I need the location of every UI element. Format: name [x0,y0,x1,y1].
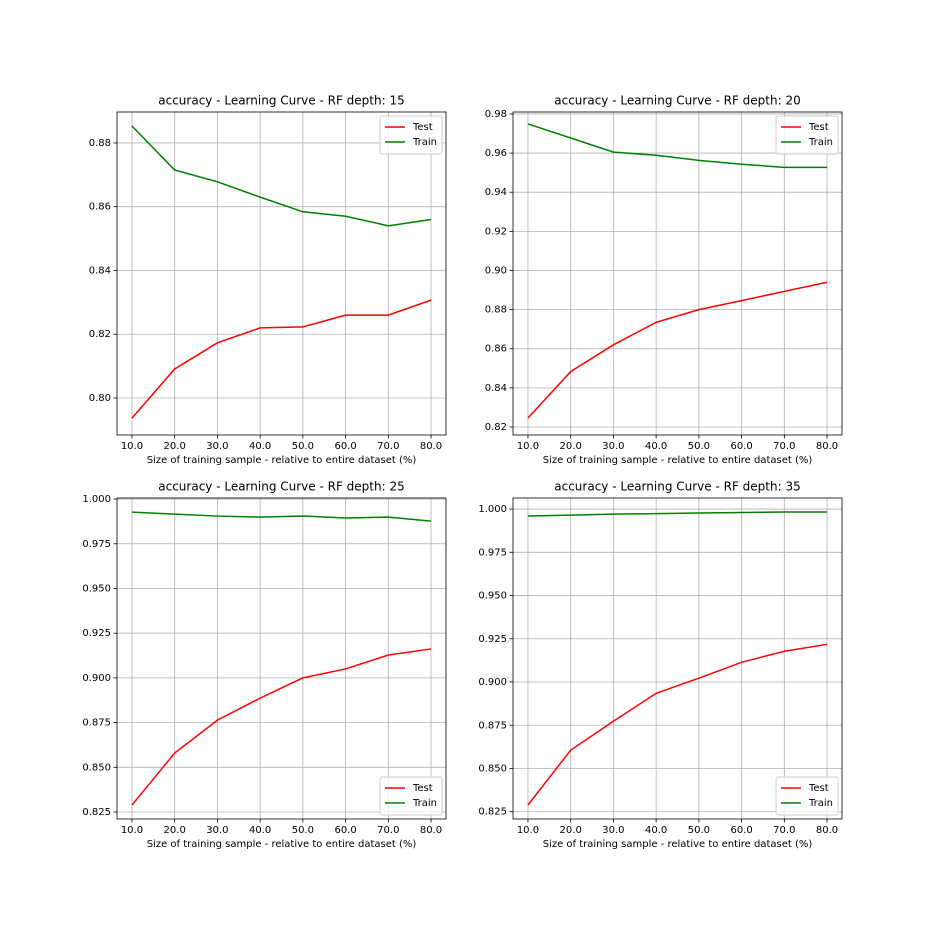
y-tick-label: 1.000 [478,504,507,515]
legend-box [379,115,443,155]
y-tick-label: 0.84 [89,265,111,276]
series-line [131,299,432,419]
chart-title: accuracy - Learning Curve - RF depth: 25 [158,480,404,494]
x-tick-label: 30.0 [602,825,624,836]
x-tick-label: 20.0 [164,825,186,836]
x-tick-label: 70.0 [773,441,795,452]
x-tick-label: 30.0 [206,441,228,452]
legend-label: Test [808,783,829,794]
x-tick-label: 10.0 [121,441,143,452]
series-line [527,123,828,169]
x-tick-label: 70.0 [377,441,399,452]
axes-frame [512,111,843,436]
x-tick-label: 60.0 [334,441,356,452]
y-tick-label: 0.875 [82,718,111,729]
y-tick-label: 0.80 [89,393,111,404]
chart-title: accuracy - Learning Curve - RF depth: 15 [158,94,404,108]
y-tick-label: 0.950 [478,591,507,602]
legend-box [379,776,443,816]
plot-area [513,498,842,819]
y-tick-label: 0.925 [478,634,507,645]
x-axis-label: Size of training sample - relative to en… [147,455,417,466]
x-tick-label: 20.0 [560,441,582,452]
y-tick-label: 0.82 [89,329,111,340]
chart-title: accuracy - Learning Curve - RF depth: 35 [554,480,800,494]
y-tick-label: 0.825 [82,807,111,818]
series-line [527,511,828,517]
x-tick-label: 10.0 [121,825,143,836]
y-tick-label: 0.86 [89,202,111,213]
y-tick-label: 0.975 [478,547,507,558]
x-tick-label: 30.0 [206,825,228,836]
chart-title: accuracy - Learning Curve - RF depth: 20 [554,94,800,108]
legend-label: Test [412,122,433,133]
legend-box [775,776,839,816]
x-tick-label: 80.0 [420,441,442,452]
x-tick-label: 70.0 [773,825,795,836]
legend-label: Test [412,783,433,794]
x-tick-label: 60.0 [730,825,752,836]
x-tick-label: 10.0 [517,825,539,836]
plot-area [117,112,446,435]
axes-frame [512,497,843,820]
y-tick-label: 0.900 [478,677,507,688]
x-tick-label: 40.0 [645,825,667,836]
y-tick-label: 0.86 [485,344,507,355]
y-tick-label: 0.975 [82,539,111,550]
x-tick-label: 40.0 [249,441,271,452]
y-tick-label: 0.96 [485,148,507,159]
series-line [131,125,432,227]
x-axis-label: Size of training sample - relative to en… [543,455,813,466]
x-tick-label: 50.0 [688,825,710,836]
y-tick-label: 0.850 [82,762,111,773]
x-axis-label: Size of training sample - relative to en… [543,839,813,850]
y-tick-label: 0.84 [485,383,507,394]
x-tick-label: 10.0 [517,441,539,452]
y-tick-label: 0.925 [82,628,111,639]
x-tick-label: 50.0 [688,441,710,452]
x-tick-label: 80.0 [816,441,838,452]
y-tick-label: 0.92 [485,226,507,237]
legend-label: Test [808,122,829,133]
series-line [131,511,432,522]
x-axis-label: Size of training sample - relative to en… [147,839,417,850]
axes-frame [116,111,447,436]
legend-label: Train [412,798,437,809]
x-tick-label: 30.0 [602,441,624,452]
legend-label: Train [412,137,437,148]
x-tick-label: 60.0 [730,441,752,452]
x-tick-label: 80.0 [816,825,838,836]
series-line [527,643,828,806]
x-tick-label: 20.0 [164,441,186,452]
y-tick-label: 0.98 [485,109,507,120]
axes-frame [116,497,447,820]
x-tick-label: 60.0 [334,825,356,836]
y-tick-label: 0.94 [485,187,507,198]
y-tick-label: 0.875 [478,720,507,731]
y-tick-label: 0.825 [478,807,507,818]
y-tick-label: 0.900 [82,673,111,684]
series-line [527,281,828,419]
x-tick-label: 20.0 [560,825,582,836]
x-tick-label: 80.0 [420,825,442,836]
y-tick-label: 0.88 [485,305,507,316]
y-tick-label: 0.850 [478,763,507,774]
series-line [131,648,432,806]
legend-box [775,115,839,155]
plot-area [513,112,842,435]
y-tick-label: 0.82 [485,422,507,433]
legend-label: Train [808,798,833,809]
x-tick-label: 40.0 [645,441,667,452]
x-tick-label: 40.0 [249,825,271,836]
y-tick-label: 0.950 [82,583,111,594]
plot-area [117,498,446,819]
x-tick-label: 50.0 [292,825,314,836]
y-tick-label: 0.90 [485,265,507,276]
y-tick-label: 1.000 [82,494,111,505]
x-tick-label: 70.0 [377,825,399,836]
y-tick-label: 0.88 [89,138,111,149]
legend-label: Train [808,137,833,148]
x-tick-label: 50.0 [292,441,314,452]
